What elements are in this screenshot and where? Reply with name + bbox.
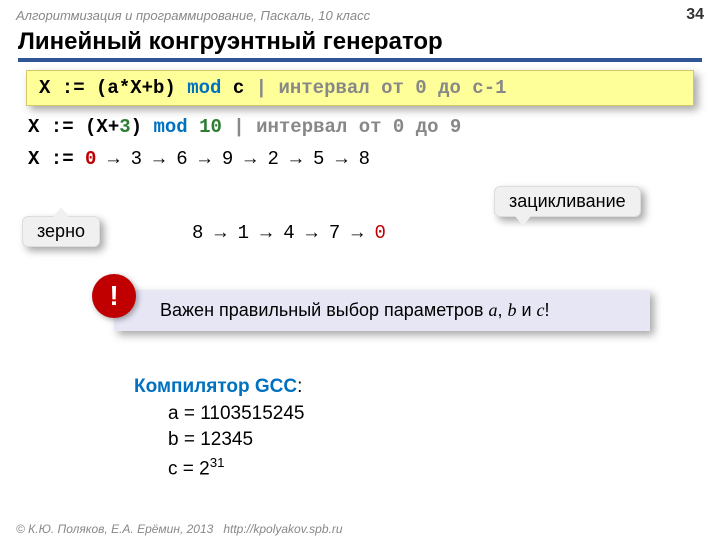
- footer-copy: © К.Ю. Поляков, Е.А. Ерёмин, 2013: [16, 522, 213, 536]
- callout-seed: зерно: [22, 216, 100, 247]
- ex-three: 3: [119, 116, 130, 138]
- note-t3: и: [516, 300, 536, 320]
- note-t1: Важен правильный выбор параметров: [160, 300, 488, 320]
- formula-general: X := (a*X+b) mod c | интервал от 0 до c-…: [26, 70, 694, 106]
- sequence-1: X := 0 → 3 → 6 → 9 → 2 → 5 → 8: [28, 148, 692, 170]
- gcc-c-exp: 31: [210, 455, 225, 470]
- gcc-colon: :: [297, 376, 302, 397]
- title-underline: [18, 58, 702, 62]
- sequence-2: 8 → 1 → 4 → 7 → 0: [192, 222, 386, 244]
- formula-comment: | интервал от 0 до c-1: [256, 77, 507, 99]
- footer: © К.Ю. Поляков, Е.А. Ерёмин, 2013 http:/…: [16, 522, 343, 536]
- seq1-zero: 0: [85, 148, 96, 170]
- slide-title: Линейный конгруэнтный генератор: [0, 24, 720, 58]
- ex-prefix: X := (X+: [28, 116, 119, 138]
- bang-icon: !: [92, 274, 136, 318]
- seq2-zero: 0: [374, 222, 385, 244]
- note-t4: !: [545, 300, 550, 320]
- gcc-c: c = 231: [134, 454, 304, 483]
- gcc-header: Компилятор GCC: [134, 376, 297, 397]
- course-label: Алгоритмизация и программирование, Паска…: [16, 8, 370, 23]
- ex-sp: [188, 116, 199, 138]
- page-number: 34: [686, 6, 704, 24]
- formula-prefix: X := (a*X+b): [39, 77, 187, 99]
- ex-comment: | интервал от 0 до 9: [222, 116, 461, 138]
- gcc-block: Компилятор GCC: a = 1103515245 b = 12345…: [134, 374, 304, 483]
- formula-example: X := (X+3) mod 10 | интервал от 0 до 9: [28, 116, 692, 138]
- seq1-rest: → 3 → 6 → 9 → 2 → 5 → 8: [96, 148, 370, 170]
- formula-mod: mod: [187, 77, 221, 99]
- seq1-a: X :=: [28, 148, 85, 170]
- ex-mod: mod: [153, 116, 187, 138]
- callout-loop: зацикливание: [494, 186, 641, 217]
- note-c: c: [537, 300, 545, 320]
- seq2-a: 8 → 1 → 4 → 7 →: [192, 222, 374, 244]
- note-box: ! Важен правильный выбор параметров a, b…: [114, 290, 650, 331]
- note-t2: ,: [497, 300, 507, 320]
- footer-url: http://kpolyakov.spb.ru: [223, 522, 342, 536]
- formula-c: c: [221, 77, 255, 99]
- gcc-b: b = 12345: [134, 427, 304, 454]
- gcc-a: a = 1103515245: [134, 401, 304, 428]
- ex-ten: 10: [199, 116, 222, 138]
- ex-mid: ): [131, 116, 154, 138]
